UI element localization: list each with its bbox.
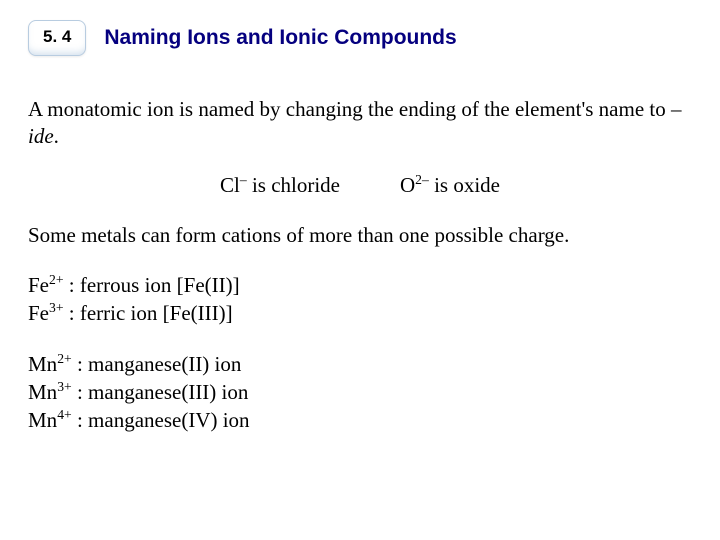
cations-intro: Some metals can form cations of more tha…	[28, 222, 692, 249]
examples-row: Cl– is chloride O2– is oxide	[28, 173, 692, 198]
intro-lead: A monatomic ion is named by changing the…	[28, 97, 671, 121]
example-oxide: O2– is oxide	[400, 173, 500, 198]
mn2-symbol: Mn	[28, 352, 57, 376]
mn4-symbol: Mn	[28, 408, 57, 432]
mn4-desc: : manganese(IV) ion	[72, 408, 250, 432]
manganese-mn2: Mn2+ : manganese(II) ion	[28, 350, 692, 378]
slide-header: 5. 4 Naming Ions and Ionic Compounds	[28, 20, 692, 56]
o-label: is oxide	[429, 173, 500, 197]
mn3-desc: : manganese(III) ion	[72, 380, 249, 404]
fe3-symbol: Fe	[28, 301, 49, 325]
section-number: 5. 4	[43, 27, 71, 46]
mn3-charge: 3+	[57, 379, 72, 394]
section-title: Naming Ions and Ionic Compounds	[104, 26, 456, 50]
manganese-mn3: Mn3+ : manganese(III) ion	[28, 378, 692, 406]
cl-charge: –	[240, 172, 247, 187]
section-number-badge: 5. 4	[28, 20, 86, 56]
fe2-desc: : ferrous ion [Fe(II)]	[64, 273, 240, 297]
intro-period: .	[54, 124, 59, 148]
iron-fe2: Fe2+ : ferrous ion [Fe(II)]	[28, 271, 692, 299]
iron-ion-list: Fe2+ : ferrous ion [Fe(II)] Fe3+ : ferri…	[28, 271, 692, 328]
fe2-symbol: Fe	[28, 273, 49, 297]
mn2-desc: : manganese(II) ion	[72, 352, 242, 376]
cl-symbol: Cl	[220, 173, 240, 197]
mn2-charge: 2+	[57, 351, 72, 366]
iron-fe3: Fe3+ : ferric ion [Fe(III)]	[28, 299, 692, 327]
o-charge: 2–	[415, 172, 429, 187]
o-symbol: O	[400, 173, 415, 197]
fe3-desc: : ferric ion [Fe(III)]	[64, 301, 233, 325]
manganese-mn4: Mn4+ : manganese(IV) ion	[28, 406, 692, 434]
fe2-charge: 2+	[49, 272, 64, 287]
cl-label: is chloride	[247, 173, 340, 197]
example-chloride: Cl– is chloride	[220, 173, 340, 198]
manganese-ion-list: Mn2+ : manganese(II) ion Mn3+ : manganes…	[28, 350, 692, 435]
intro-paragraph: A monatomic ion is named by changing the…	[28, 96, 692, 151]
mn3-symbol: Mn	[28, 380, 57, 404]
fe3-charge: 3+	[49, 300, 64, 315]
mn4-charge: 4+	[57, 407, 72, 422]
